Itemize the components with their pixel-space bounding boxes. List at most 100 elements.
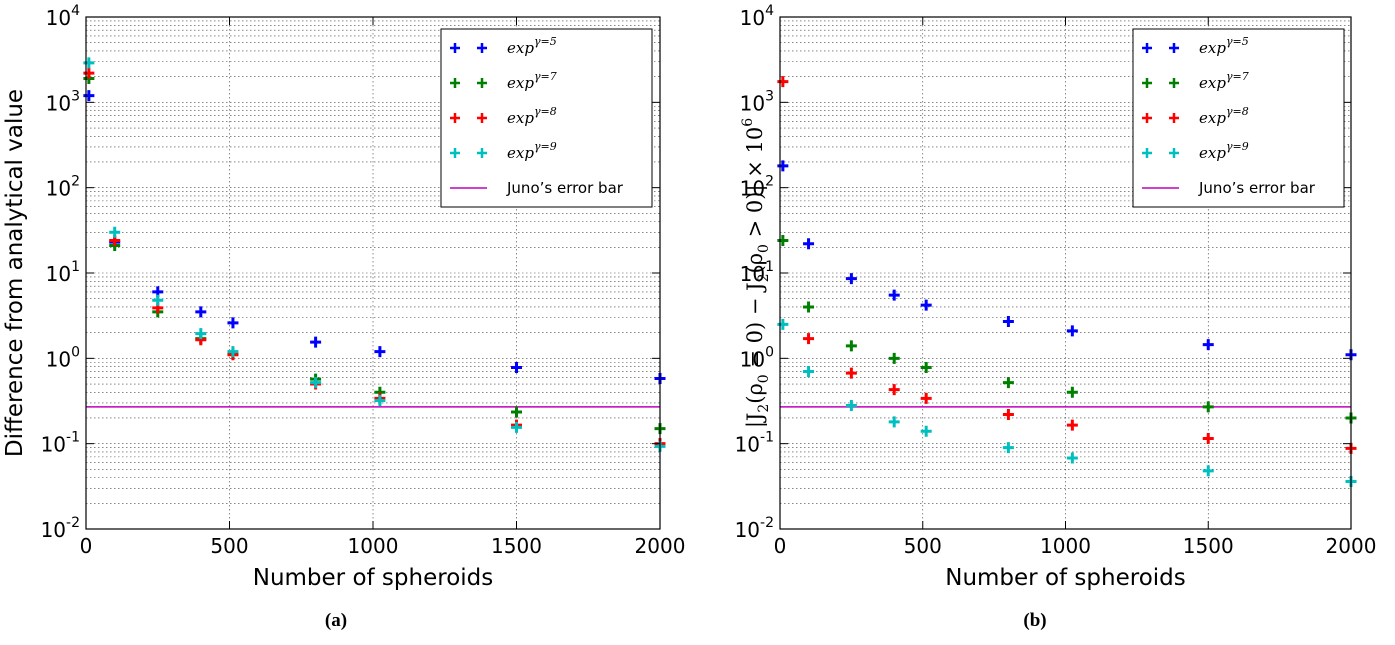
y-label-part: > 0)| × 10	[743, 127, 768, 244]
legend-marker	[450, 78, 460, 88]
data-point	[777, 160, 789, 172]
y-tick-exponent: 2	[765, 174, 774, 190]
data-point	[1066, 452, 1078, 464]
data-point	[1202, 432, 1214, 444]
data-point	[511, 406, 522, 418]
legend-entry-sup: γ=7	[1226, 70, 1249, 83]
y-label-part: 0	[756, 244, 772, 253]
series-γ=9	[777, 318, 1357, 488]
y-tick-base: 10	[46, 262, 71, 286]
data-point	[1202, 465, 1214, 477]
data-point	[195, 328, 207, 340]
data-point	[1002, 442, 1014, 454]
y-tick-base: 10	[41, 518, 66, 542]
y-label-part: |J	[743, 413, 768, 429]
y-tick-exponent: 1	[71, 259, 80, 275]
legend-entry-sup: γ=9	[1226, 140, 1249, 153]
legend-entry-label: expγ=5	[1199, 35, 1249, 57]
panel-a: 0 500 1000 1500 200010410310210110010-110-2N…	[2, 3, 685, 631]
data-point	[920, 392, 932, 404]
data-point	[227, 346, 239, 358]
data-point	[777, 318, 789, 330]
y-tick-base: 10	[740, 91, 765, 115]
legend-marker	[1169, 148, 1179, 158]
legend-entry-sup: γ=9	[534, 140, 557, 153]
data-point	[83, 90, 95, 102]
y-label-part: = 0) − J	[743, 282, 767, 374]
y-tick-base: 10	[740, 6, 765, 30]
legend-marker	[477, 113, 487, 123]
y-label-part: 6	[740, 118, 756, 127]
y-tick-exponent: 3	[71, 88, 80, 104]
y-tick-label: 104	[740, 3, 774, 30]
y-tick-label: 104	[46, 3, 80, 30]
legend-entry-base: exp	[1199, 109, 1226, 127]
y-tick-exponent: 0	[765, 344, 774, 360]
y-tick-base: 10	[735, 433, 760, 457]
legend-entry-base: exp	[507, 74, 534, 92]
y-tick-exponent: 4	[765, 3, 774, 19]
y-tick-label: 103	[740, 88, 774, 115]
y-tick-base: 10	[46, 347, 71, 371]
data-point	[888, 416, 900, 428]
x-tick-label: 2000	[1326, 534, 1377, 558]
data-point	[1002, 408, 1014, 420]
data-point	[374, 395, 386, 407]
x-axis-label: Number of spheroids	[945, 565, 1186, 591]
x-tick-label: 0	[774, 534, 787, 558]
data-point	[803, 301, 815, 313]
y-tick-exponent: -2	[66, 515, 80, 531]
legend-marker	[477, 148, 487, 158]
data-point	[83, 57, 95, 69]
y-tick-exponent: 1	[765, 259, 774, 275]
legend-entry-sup: γ=8	[1226, 105, 1249, 118]
y-tick-base: 10	[46, 91, 71, 115]
legend-entry-base: exp	[507, 39, 534, 57]
series-γ=5	[777, 160, 1357, 361]
x-tick-label: 1000	[348, 534, 399, 558]
data-point	[1002, 316, 1014, 328]
y-tick-label: 100	[46, 344, 80, 371]
data-point	[920, 362, 932, 374]
y-tick-label: 101	[740, 259, 774, 286]
panel-caption: (b)	[1023, 610, 1046, 631]
legend-entry-base: exp	[1199, 74, 1226, 92]
y-tick-base: 10	[46, 177, 71, 201]
legend-marker	[477, 78, 487, 88]
x-tick-label: 2000	[635, 534, 686, 558]
legend-entry-base: exp	[1199, 144, 1226, 162]
legend-box	[440, 28, 653, 208]
legend-entry-base: exp	[507, 109, 534, 127]
legend-marker	[1142, 113, 1152, 123]
y-axis-label: |J2(ρ0 = 0) − J2(ρ0 > 0)| × 106	[740, 118, 772, 428]
y-tick-label: 102	[46, 174, 80, 201]
x-tick-label: 0	[80, 534, 93, 558]
x-tick-label: 1500	[491, 534, 542, 558]
y-tick-exponent: -1	[760, 430, 774, 446]
data-point	[777, 235, 789, 247]
y-tick-base: 10	[41, 433, 66, 457]
legend-entry-sup: γ=7	[534, 70, 557, 83]
legend-marker	[450, 43, 460, 53]
data-point	[777, 76, 789, 88]
y-tick-base: 10	[740, 347, 765, 371]
legend-entry-label: expγ=8	[1199, 105, 1249, 127]
data-point	[109, 226, 121, 238]
y-tick-label: 10-1	[41, 430, 80, 457]
legend-marker	[1142, 148, 1152, 158]
legend-marker	[450, 113, 460, 123]
y-tick-label: 101	[46, 259, 80, 286]
legend-marker	[450, 148, 460, 158]
x-tick-label: 1000	[1040, 534, 1091, 558]
data-point	[511, 421, 522, 433]
x-tick-label: 500	[904, 534, 942, 558]
x-axis-label: Number of spheroids	[253, 565, 494, 591]
legend-entry-label: expγ=9	[1199, 140, 1249, 162]
data-point	[83, 67, 95, 79]
data-point	[920, 425, 932, 437]
x-tick-label: 1500	[1183, 534, 1234, 558]
y-tick-exponent: -2	[760, 515, 774, 531]
data-point	[195, 306, 207, 318]
